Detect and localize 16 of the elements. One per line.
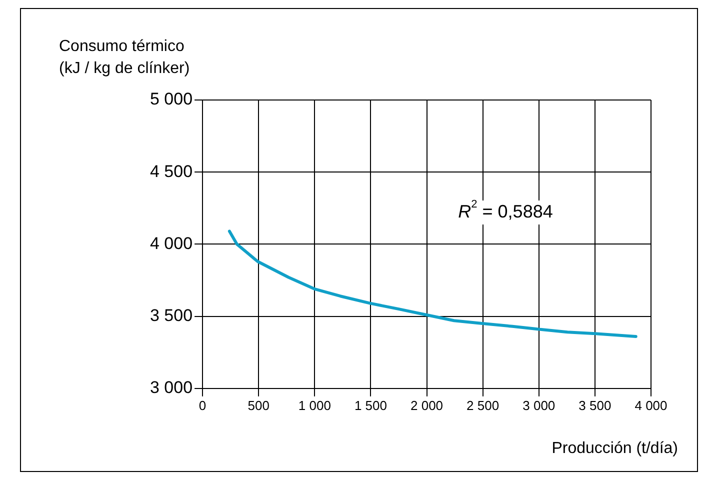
y-tick-label: 3 000 — [150, 378, 193, 398]
x-tick-label: 0 — [198, 398, 206, 413]
y-tick-label: 4 500 — [150, 162, 193, 181]
x-tick-label: 3 500 — [578, 398, 612, 413]
x-tick-label: 2 500 — [466, 398, 500, 413]
x-axis-title: Producción (t/día) — [552, 440, 678, 458]
x-tick-label: 3 000 — [522, 398, 556, 413]
x-tick-label: 4 000 — [634, 398, 668, 413]
y-axis-title: Consumo térmico (kJ / kg de clínker) — [59, 37, 190, 79]
x-tick-label: 1 000 — [298, 398, 331, 413]
x-tick-label: 2 000 — [410, 398, 444, 413]
x-tick-label: 1 500 — [354, 398, 387, 413]
y-tick-label: 5 000 — [150, 90, 193, 109]
y-tick-label: 4 000 — [150, 234, 193, 253]
y-tick-label: 3 500 — [150, 306, 193, 325]
x-tick-label: 500 — [248, 398, 270, 413]
